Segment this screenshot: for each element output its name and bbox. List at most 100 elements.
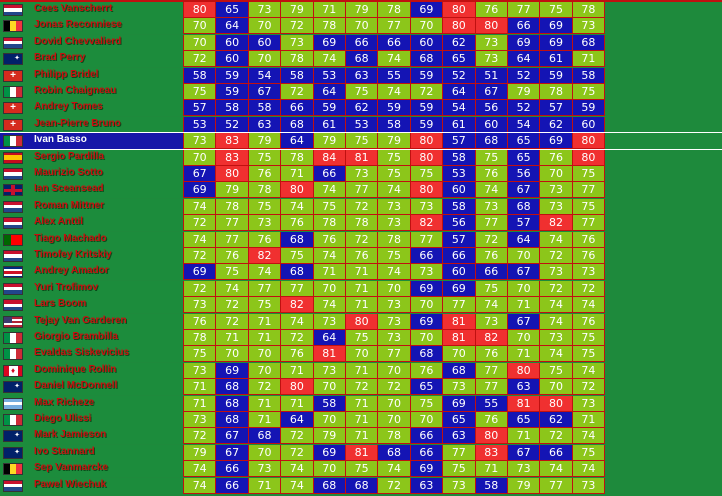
table-row[interactable]: Pawel Wiechuk 74 66 71 74 68 68 72 63 73 58 79 77 73	[0, 477, 722, 494]
table-row[interactable]: Robin Chaigneau 75 59 67 72 64 75 74 72 64 67 79 78 7…	[0, 84, 722, 100]
stat-cell: 80	[281, 182, 314, 199]
rider-name: Ivo Stannard	[34, 445, 95, 457]
it-flag-icon	[3, 86, 23, 98]
stat-cell: 78	[378, 231, 411, 248]
stat-cell: 80	[443, 18, 476, 35]
table-row[interactable]: Jonas Reconniese 70 64 70 72 78 70 77 70 80 80 66 69…	[0, 18, 722, 35]
stat-cell: 80	[410, 182, 444, 199]
stat-cell: 72	[248, 379, 282, 396]
stat-cell: 66	[410, 444, 444, 461]
stat-cell: 68	[281, 264, 314, 281]
stat-cell: 80	[184, 2, 217, 18]
table-row[interactable]: Sep Vanmarcke 74 66 73 74 70 75 74 69 75 71 73 74 74	[0, 461, 722, 478]
table-row[interactable]: Lars Boom 73 72 75 82 74 71 73 70 77 74 71 74 74	[0, 297, 722, 314]
rider-name: Alex Anttil	[34, 216, 84, 228]
ch-flag-icon: +	[3, 69, 23, 82]
table-row[interactable]: Ian Sceansead 69 79 78 80 74 77 74 80 60 74 67 73 77	[0, 182, 722, 199]
stat-cell: 75	[345, 84, 379, 100]
stat-cell: 72	[184, 280, 217, 297]
stat-cell: 55	[378, 67, 411, 84]
table-row[interactable]: Giorgio Brambilla 78 71 71 72 64 75 73 70 81 82 70 7…	[0, 330, 722, 346]
nl-flag-icon	[3, 168, 23, 180]
stat-cell: 66	[507, 18, 541, 35]
rider-name: Sep Vanmarcke	[34, 462, 108, 474]
table-row[interactable]: Evaldas Siskevicius 75 70 70 76 81 70 77 68 70 76 7…	[0, 346, 722, 363]
rider-name-cell: Cees Vanscherrt	[0, 2, 184, 18]
stat-cell: 52	[216, 116, 249, 133]
table-row[interactable]: Andrey Amador 69 75 74 68 71 71 74 73 60 66 67 73 73	[0, 264, 722, 281]
stat-cell: 65	[443, 412, 476, 428]
stat-cell: 79	[313, 428, 346, 445]
stat-cell: 73	[378, 313, 411, 330]
stat-cell: 67	[216, 428, 249, 445]
stat-cell: 78	[378, 2, 411, 18]
table-row[interactable]: Yuri Trofimov 72 74 77 77 70 71 70 69 69 75 70 72 72	[0, 280, 722, 297]
stat-cell: 75	[475, 280, 508, 297]
table-row[interactable]: ♦ Dominique Rollin 73 69 70 71 73 71 70 76 68 77 80 7…	[0, 362, 722, 379]
table-row[interactable]: ✦ Ivo Stannard 79 67 70 72 69 81 68 66 77 83 67 66 75	[0, 444, 722, 461]
stat-cell: 61	[313, 116, 346, 133]
stat-cell: 73	[184, 412, 217, 428]
stat-cell: 67	[507, 264, 541, 281]
stat-cell: 70	[378, 280, 411, 297]
stat-cell: 59	[313, 100, 346, 117]
table-row[interactable]: Roman Mittner 74 78 75 74 75 72 73 73 58 73 68 73 75	[0, 198, 722, 215]
nl-flag-icon	[3, 4, 23, 16]
stat-cell: 71	[345, 395, 379, 412]
stat-cell: 74	[572, 428, 606, 445]
table-row[interactable]: Sergio Pardilla 70 83 75 78 84 81 75 80 58 75 65 76 8…	[0, 149, 722, 166]
be-flag-icon	[3, 20, 23, 33]
stat-cell: 72	[378, 379, 411, 396]
stat-cell: 69	[184, 182, 217, 199]
stat-cell: 68	[410, 346, 444, 363]
table-row[interactable]: + Andrey Tomes 57 58 58 66 59 62 59 59 54 56 52 57 59	[0, 100, 722, 117]
table-row[interactable]: Max Richeze 71 68 71 71 58 71 70 75 69 55 81 80 73	[0, 395, 722, 412]
table-row[interactable]: + Jean-Pierre Bruno 53 52 63 68 61 53 58 59 61 60 54…	[0, 116, 722, 133]
stat-cell: 72	[281, 18, 314, 35]
table-row[interactable]: ✦ Daniel McDonnell 71 68 72 80 70 72 72 65 73 77 63 7…	[0, 379, 722, 396]
stat-cell: 71	[345, 264, 379, 281]
table-row[interactable]: + Philipp Bridel 58 59 54 58 53 63 55 59 52 51 52 59 5…	[0, 67, 722, 84]
table-row[interactable]: Diego Ulissi 73 68 71 64 70 71 70 70 65 76 65 62 71	[0, 412, 722, 428]
table-row[interactable]: Maurizio Sotto 67 80 76 71 66 73 75 75 53 76 56 70 75	[0, 166, 722, 182]
table-row[interactable]: Dovid Chevvalierd 70 60 60 73 69 66 66 60 62 73 69 6…	[0, 34, 722, 51]
stat-cell: 80	[410, 133, 444, 150]
table-row[interactable]: Tejay Van Garderen 76 72 71 74 73 80 73 69 81 73 67…	[0, 313, 722, 330]
stat-cell: 73	[540, 264, 573, 281]
stat-cell: 70	[313, 412, 346, 428]
stat-cell: 77	[540, 477, 573, 494]
table-row[interactable]: Ivan Basso 73 83 79 64 79 75 79 80 57 68 65 69 80	[0, 132, 722, 151]
table-row[interactable]: ✦ Brad Perry 72 60 70 78 74 68 74 68 65 73 64 61 71	[0, 51, 722, 68]
stat-cell: 71	[281, 395, 314, 412]
stat-cell: 68	[281, 231, 314, 248]
table-row[interactable]: Timofey Kritskiy 72 76 82 75 74 76 75 66 66 76 70 72…	[0, 248, 722, 264]
rider-name-cell: Alex Anttil	[0, 215, 184, 232]
stat-cell: 75	[572, 198, 606, 215]
stat-cell: 66	[281, 100, 314, 117]
stat-cell: 70	[184, 18, 217, 35]
rider-name-cell: Sep Vanmarcke	[0, 461, 184, 478]
stat-cell: 57	[507, 215, 541, 232]
stat-cell: 76	[345, 248, 379, 264]
nl-flag-icon	[3, 282, 23, 295]
stat-cell: 64	[281, 412, 314, 428]
rider-name-cell: ✦ Brad Perry	[0, 51, 184, 68]
rider-name: Ian Sceansead	[34, 183, 104, 195]
stat-cell: 52	[507, 67, 541, 84]
table-row[interactable]: Alex Anttil 72 77 73 76 78 78 73 82 56 77 57 82 77	[0, 215, 722, 232]
rider-name-cell: ✦ Daniel McDonnell	[0, 379, 184, 396]
stat-cell: 70	[507, 280, 541, 297]
stat-cell: 68	[248, 428, 282, 445]
stat-cell: 70	[313, 280, 346, 297]
stat-cell: 71	[475, 461, 508, 478]
stat-cell: 66	[443, 248, 476, 264]
stat-cell: 68	[345, 51, 379, 68]
table-row[interactable]: ✦ Mark Jamieson 72 67 68 72 79 71 78 66 63 80 71 72 74	[0, 428, 722, 445]
es-flag-icon	[3, 151, 23, 164]
stat-cell: 71	[507, 428, 541, 445]
stat-cell: 76	[313, 231, 346, 248]
stat-cell: 81	[443, 313, 476, 330]
table-row[interactable]: Tiago Machado 74 77 76 68 76 72 78 77 57 72 64 74 76	[0, 231, 722, 248]
table-row[interactable]: Cees Vanscherrt 80 65 73 79 71 79 78 69 80 76 77 75 7…	[0, 2, 722, 18]
